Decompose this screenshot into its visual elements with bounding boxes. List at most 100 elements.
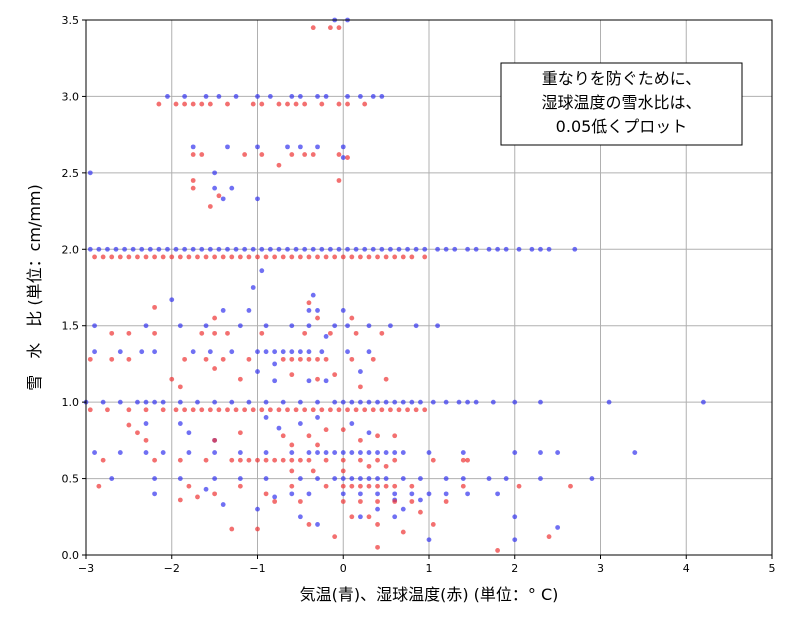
data-point	[293, 246, 299, 252]
data-point	[426, 491, 432, 497]
data-point	[100, 254, 106, 260]
data-point	[302, 152, 308, 157]
data-point	[92, 450, 97, 455]
data-point	[109, 254, 115, 260]
data-point	[267, 407, 273, 413]
data-point	[460, 476, 466, 481]
y-tick-label: 0.0	[62, 549, 80, 562]
data-point	[182, 101, 188, 107]
data-point	[177, 254, 183, 260]
data-point	[375, 450, 380, 455]
data-point	[212, 315, 218, 321]
data-point	[237, 483, 243, 489]
data-point	[272, 349, 278, 355]
data-point	[366, 476, 372, 481]
data-point	[323, 334, 329, 339]
data-point	[315, 144, 320, 150]
data-point	[152, 491, 158, 497]
data-point	[400, 476, 406, 481]
data-point	[345, 101, 350, 107]
data-point	[422, 407, 428, 413]
data-point	[375, 476, 380, 481]
data-point	[169, 297, 175, 303]
data-point	[87, 246, 93, 252]
data-point	[413, 246, 419, 252]
data-point	[606, 399, 612, 405]
data-point	[370, 246, 376, 252]
data-point	[512, 537, 518, 543]
data-point	[276, 246, 282, 252]
data-point	[306, 378, 312, 384]
data-point	[199, 407, 205, 413]
data-point	[392, 399, 398, 405]
data-point	[405, 407, 410, 413]
data-point	[289, 442, 295, 448]
data-point	[177, 457, 183, 463]
data-point	[538, 476, 543, 481]
data-point	[340, 450, 346, 455]
data-point	[340, 491, 346, 497]
data-point	[315, 356, 320, 362]
data-point	[139, 246, 145, 252]
data-point	[173, 246, 179, 252]
data-point	[152, 399, 158, 405]
data-point	[400, 450, 406, 455]
data-point	[237, 476, 243, 481]
axis-ticks: −3 −2 −1 0 1 2 3 4 5 0.0 0.5 1.0 1.5 2.0 2.5 3.0 3.5	[62, 14, 776, 575]
data-point	[336, 246, 342, 252]
data-point	[212, 254, 218, 260]
data-point	[297, 421, 303, 426]
y-tick-label: 1.5	[62, 320, 80, 333]
data-point	[405, 246, 410, 252]
data-point	[190, 144, 196, 150]
annotation-line-2: 湿球温度の雪水比は、	[541, 93, 701, 112]
data-point	[289, 457, 295, 463]
data-point	[147, 246, 153, 252]
data-point	[302, 330, 308, 336]
data-point	[319, 407, 325, 413]
data-point	[306, 522, 312, 527]
data-point	[392, 457, 398, 463]
data-point	[375, 433, 380, 439]
data-point	[182, 246, 188, 252]
data-point	[203, 356, 209, 362]
data-point	[195, 494, 200, 500]
data-point	[289, 468, 295, 474]
data-point	[152, 330, 158, 336]
data-point	[199, 330, 205, 336]
data-point	[203, 486, 209, 492]
data-point	[263, 491, 269, 497]
data-point	[349, 356, 355, 362]
data-point	[229, 254, 235, 260]
data-point	[135, 399, 140, 405]
data-point	[323, 94, 329, 99]
data-point	[109, 476, 115, 481]
data-point	[336, 25, 342, 31]
data-point	[306, 308, 312, 313]
data-point	[538, 399, 543, 405]
x-tick-label: 2	[511, 562, 518, 575]
data-point	[336, 178, 342, 183]
data-point	[396, 407, 402, 413]
data-point	[632, 450, 638, 455]
data-point	[366, 514, 372, 520]
data-point	[366, 483, 372, 489]
data-point	[340, 427, 346, 433]
data-point	[160, 254, 166, 260]
data-point	[100, 399, 106, 405]
data-point	[242, 246, 248, 252]
data-point	[190, 185, 196, 191]
data-point	[349, 421, 355, 426]
data-point	[366, 323, 372, 329]
data-point	[203, 323, 209, 329]
data-point	[443, 476, 449, 481]
data-point	[430, 457, 436, 463]
data-point	[306, 254, 312, 260]
data-point	[370, 407, 376, 413]
data-point	[117, 254, 123, 260]
data-point	[375, 522, 380, 527]
annotation-box: 重なりを防ぐために、 湿球温度の雪水比は、 0.05低くプロット	[500, 62, 743, 146]
data-point	[358, 483, 363, 489]
data-point	[255, 94, 260, 99]
data-point	[435, 246, 440, 252]
